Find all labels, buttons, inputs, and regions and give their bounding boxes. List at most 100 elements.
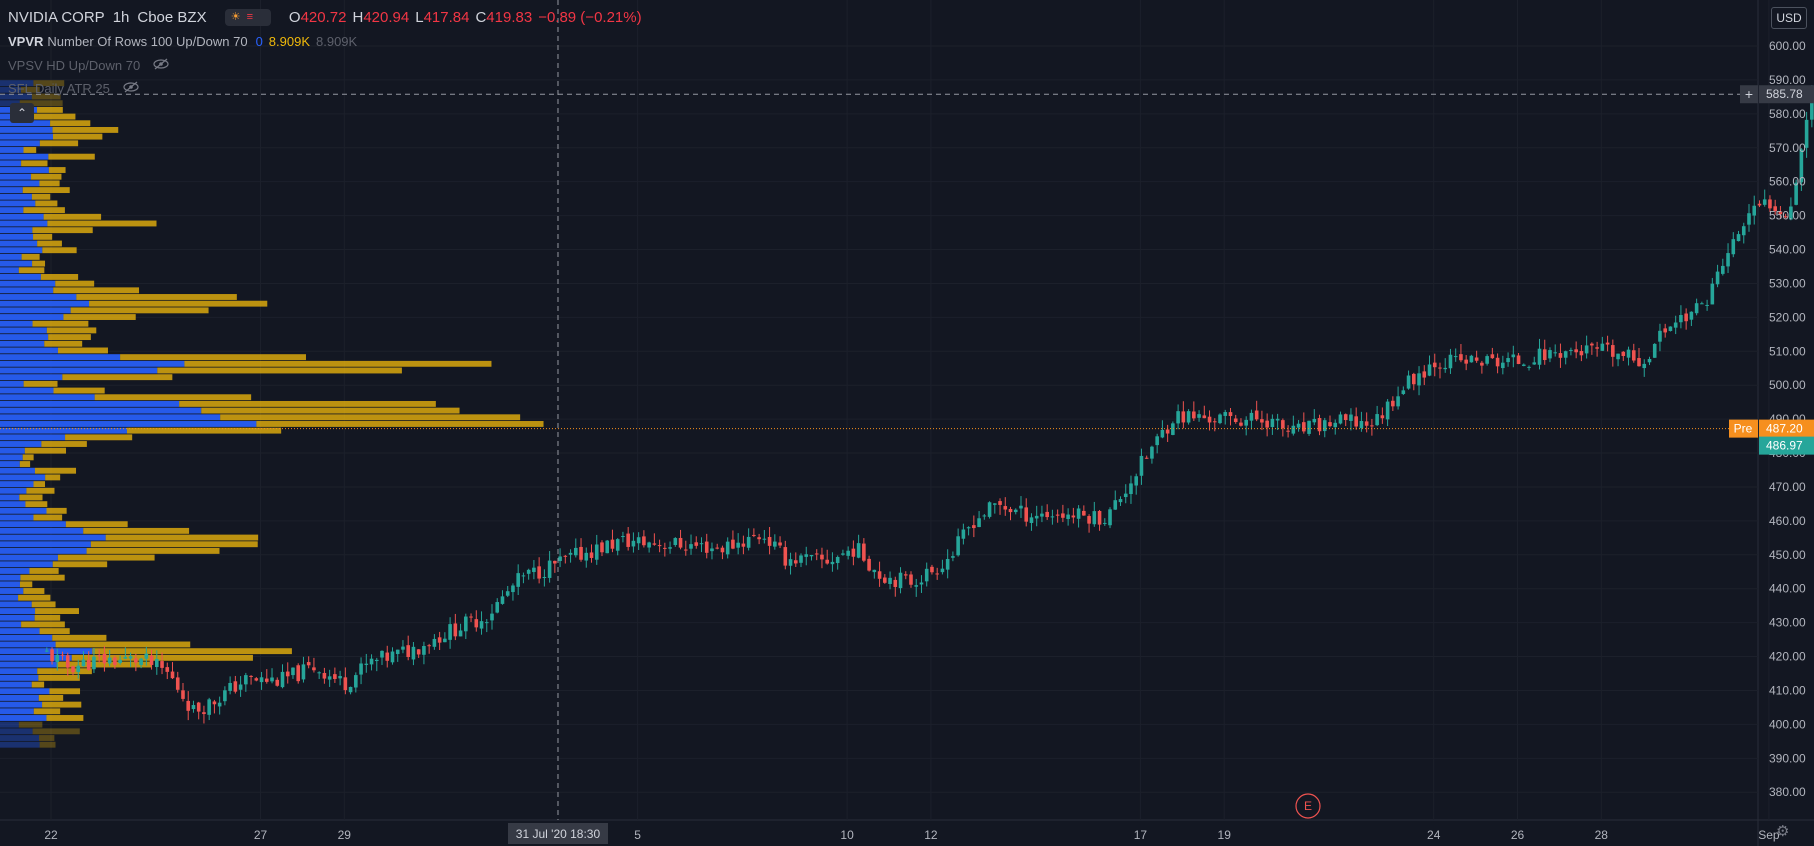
candle-body	[1663, 328, 1667, 333]
eye-icon[interactable]	[152, 58, 170, 70]
symbol-timeframe[interactable]: 1h	[112, 9, 130, 26]
candle-body	[1631, 350, 1636, 361]
volume-bar-up	[0, 367, 158, 374]
candle-body	[1034, 515, 1039, 519]
price-tick-label: 510.00	[1769, 344, 1806, 358]
market-status-badge[interactable]: ☀ ≡	[224, 8, 271, 26]
candle-body	[1281, 420, 1285, 429]
candle-body	[312, 667, 316, 671]
eye-icon[interactable]	[122, 81, 140, 93]
candle-body	[642, 536, 646, 546]
candle-body	[1736, 234, 1741, 242]
volume-bar-down	[42, 247, 77, 254]
indicator-vpvr[interactable]: VPVR Number Of Rows 100 Up/Down 70 0 8.909K…	[8, 33, 357, 51]
candle-body	[60, 654, 65, 656]
indicator-vpsv[interactable]: VPSV HD Up/Down 70	[8, 57, 170, 75]
candle-body	[1741, 226, 1746, 236]
volume-bar-up	[0, 527, 84, 534]
candle-body	[406, 645, 410, 658]
candle-body	[1349, 414, 1353, 421]
candle-body	[1621, 351, 1626, 357]
candle-body	[1343, 414, 1348, 421]
volume-bar-up	[0, 581, 20, 588]
price-tick-label: 460.00	[1769, 514, 1806, 528]
time-axis[interactable]: 222729510121719242628Sep3810121416	[44, 828, 1814, 842]
candle-body	[1527, 366, 1531, 368]
volume-bar-up	[0, 654, 72, 661]
time-tick-label: 19	[1218, 828, 1232, 842]
volume-bar-down	[57, 554, 155, 561]
chevron-up-icon[interactable]: ⌃	[10, 103, 34, 123]
price-tick-label: 470.00	[1769, 480, 1806, 494]
volume-bar-down	[19, 494, 43, 501]
gear-icon[interactable]: ⚙	[1776, 823, 1790, 840]
volume-bar-down	[42, 701, 82, 708]
candle-body	[1087, 516, 1091, 524]
candle-body	[1684, 313, 1688, 322]
price-axis[interactable]: 600.00 590.00 580.00 570.00 560.00 550.00 540.…	[1769, 39, 1806, 799]
candle-body	[1045, 511, 1049, 518]
candle-body	[1254, 410, 1259, 420]
candle-body	[1239, 422, 1243, 426]
volume-bar-down	[41, 441, 87, 447]
volume-bar-up	[0, 120, 51, 127]
candle-body	[1673, 322, 1678, 328]
candle-body	[500, 596, 505, 604]
candle-body	[1244, 419, 1248, 426]
indicator-vpvr-up: 0	[255, 34, 263, 49]
symbol-name[interactable]: NVIDIA CORP	[8, 9, 105, 26]
candle-body	[704, 541, 709, 553]
candle-body	[725, 541, 730, 555]
volume-bar-up	[0, 193, 32, 200]
candle-body	[919, 582, 924, 585]
volume-bar-up	[0, 354, 121, 361]
volume-bar-up	[0, 80, 34, 87]
candle-body	[233, 681, 238, 692]
candle-body	[86, 660, 91, 670]
volume-bar-up	[0, 387, 54, 394]
candle-body	[285, 671, 290, 677]
volume-bar-up	[0, 588, 24, 594]
candle-body	[752, 534, 756, 536]
candlestick-series	[45, 85, 1814, 724]
volume-bar-down	[220, 414, 521, 421]
candle-body	[479, 621, 484, 629]
candle-body	[998, 501, 1002, 505]
volume-bar-down	[92, 648, 292, 655]
candle-body	[1144, 457, 1149, 459]
candle-body	[982, 515, 987, 517]
volume-bar-down	[52, 126, 119, 133]
candle-body	[746, 536, 751, 548]
candle-body	[804, 554, 809, 557]
currency-button[interactable]: USD	[1771, 7, 1807, 29]
candle-body	[102, 653, 107, 664]
candle-body	[877, 571, 882, 579]
volume-bar-up	[0, 708, 34, 715]
candle-body	[411, 646, 416, 660]
volume-bar-up	[0, 240, 38, 247]
candle-body	[1721, 265, 1725, 274]
volume-bar-up	[0, 507, 47, 514]
candle-body	[809, 554, 814, 557]
candle-body	[1516, 355, 1521, 364]
candle-body	[1076, 508, 1081, 519]
volume-bar-up	[0, 474, 46, 481]
volume-bar-up	[0, 721, 19, 728]
volume-bar-up	[0, 347, 58, 354]
pre-market-price-badge	[1759, 419, 1814, 438]
candle-body	[495, 602, 500, 613]
pre-market-label-badge	[1729, 419, 1758, 438]
volume-bar-down	[157, 367, 402, 374]
volume-bar-down	[33, 233, 53, 240]
volume-bar-up	[0, 447, 25, 454]
indicator-atr[interactable]: SFL Daily ATR 25	[8, 80, 140, 98]
candle-body	[668, 547, 672, 549]
candle-body	[736, 542, 740, 548]
candle-body	[118, 659, 122, 664]
volume-bar-up	[0, 180, 40, 187]
candle-body	[65, 655, 70, 668]
volume-bar-down	[105, 534, 259, 541]
volume-bar-up	[0, 394, 95, 401]
volume-bar-down	[20, 86, 40, 93]
